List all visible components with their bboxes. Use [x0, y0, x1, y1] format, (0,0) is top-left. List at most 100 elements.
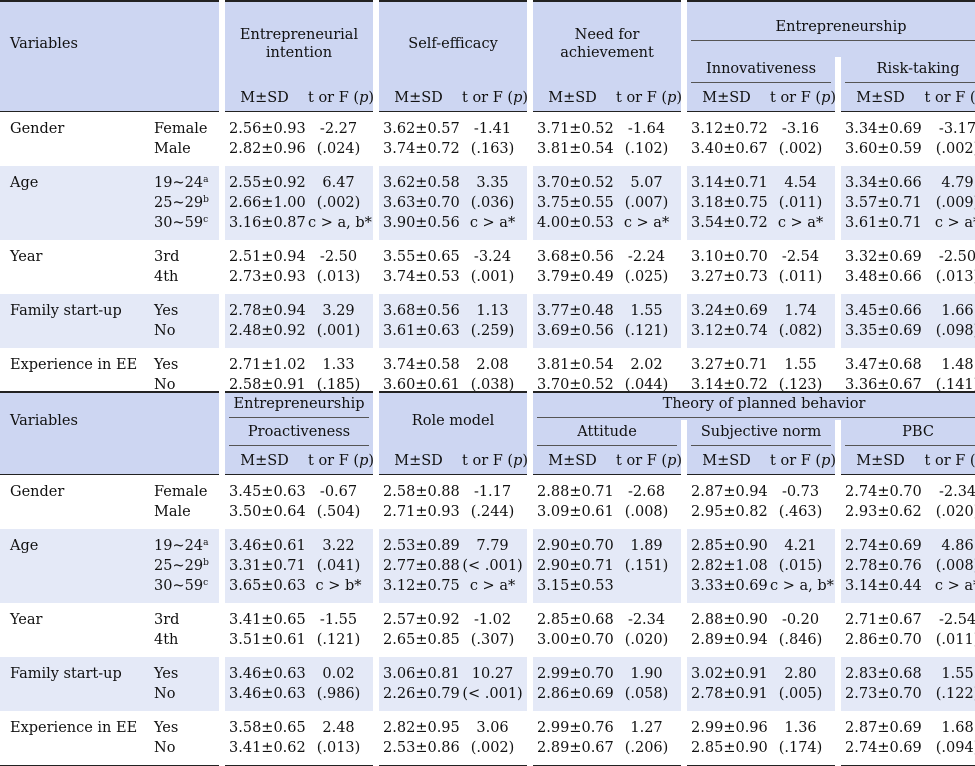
level-label: No — [154, 376, 176, 393]
cell-tf: -2.68 (.008) — [612, 474, 684, 529]
cell-line: 3.35±0.69 — [845, 322, 922, 339]
cell-line: 1.66 — [941, 302, 974, 319]
cell-line: (.121) — [624, 322, 669, 339]
cell-line: -2.54 — [938, 611, 975, 628]
cell-line: 6.47 — [322, 174, 355, 191]
cell-line: 3.60±0.61 — [383, 376, 460, 393]
row-variable: Year — [10, 248, 43, 265]
cell-line: 3.45±0.63 — [229, 483, 306, 500]
cell-line: c > a* — [623, 214, 670, 231]
cell-line: -1.17 — [473, 483, 512, 500]
cell-line: 1.36 — [784, 719, 817, 736]
cell-msd: 3.32±0.69 3.48±0.66 — [835, 239, 922, 294]
cell-line: -2.24 — [627, 248, 666, 265]
cell-tf: 0.02 (.986) — [304, 656, 377, 711]
cell-line: 3.81±0.54 — [537, 356, 614, 373]
cell-line: 3.54±0.72 — [691, 214, 768, 231]
cell-msd: 3.68±0.56 3.79±0.49 — [527, 239, 614, 294]
cell-msd: 2.85±0.68 3.00±0.70 — [527, 602, 614, 657]
cell-line: (< .001) — [462, 685, 523, 702]
level-label: No — [154, 322, 176, 339]
header-msd: M±SD — [219, 85, 305, 112]
cell-tf: -1.17 (.244) — [458, 474, 530, 529]
cell-line: -0.20 — [781, 611, 820, 628]
row-levels: 19~24a 25~29b 30~59c — [150, 528, 223, 603]
cell-tf: 7.79 (< .001) c > a* — [458, 528, 531, 603]
cell-line: 2.78±0.94 — [229, 302, 306, 319]
cell-line: 2.73±0.93 — [229, 268, 306, 285]
cell-line: 1.48 — [941, 356, 974, 373]
cell-msd: 2.78±0.94 2.48±0.92 — [219, 293, 306, 348]
cell-line: (.001) — [470, 268, 515, 285]
header-msd: M±SD — [681, 448, 767, 475]
cell-line: 2.73±0.70 — [845, 685, 922, 702]
cell-line: (.846) — [778, 631, 823, 648]
cell-line: c > b* — [315, 577, 362, 594]
cell-line: 2.86±0.69 — [537, 685, 614, 702]
cell-line: (.009) — [935, 194, 975, 211]
cell-msd: 3.58±0.65 3.41±0.62 — [219, 710, 306, 766]
cell-line: (.036) — [470, 194, 515, 211]
cell-line: 3.70±0.52 — [537, 174, 614, 191]
level-label: 3rd — [154, 611, 180, 628]
cell-tf: -2.50 (.013) — [920, 240, 975, 294]
cell-line: 2.08 — [476, 356, 509, 373]
cell-line: 2.74±0.70 — [845, 483, 922, 500]
cell-msd: 3.10±0.70 3.27±0.73 — [681, 239, 768, 294]
cell-line: 2.80 — [784, 665, 817, 682]
cell-line: 2.82±0.96 — [229, 140, 306, 157]
cell-msd: 2.57±0.92 2.65±0.85 — [373, 602, 460, 657]
cell-line: (.259) — [470, 322, 515, 339]
header-label: Entrepreneurial intention — [239, 26, 359, 61]
cell-line: 3.06±0.81 — [383, 665, 460, 682]
cell-line: 3.36±0.67 — [845, 376, 922, 393]
cell-line: 3.14±0.72 — [691, 376, 768, 393]
cell-line: 10.27 — [471, 665, 514, 682]
level-label: 30~59c — [154, 214, 209, 231]
cell-line: (.011) — [935, 631, 975, 648]
cell-line: 3.00±0.70 — [537, 631, 614, 648]
cell-tf: -2.24 (.025) — [612, 240, 684, 294]
cell-line: (.044) — [624, 376, 669, 393]
table-row: Gender Female Male 2.56±0.93 2.82±0.96 -2.27 (… — [0, 111, 975, 166]
header-msd: M±SD — [373, 85, 459, 112]
header-msd: M±SD — [835, 85, 921, 112]
level-superscript: b — [203, 557, 209, 568]
cell-line: 3.41±0.65 — [229, 611, 306, 628]
level-label: Male — [154, 140, 191, 157]
cell-line: (.002) — [316, 194, 361, 211]
cell-line: 2.85±0.90 — [691, 537, 768, 554]
header-label: Risk-taking — [845, 60, 975, 83]
cell-line: 3.58±0.65 — [229, 719, 306, 736]
level-superscript: c — [203, 577, 209, 588]
header-tf: t or F (p) — [920, 448, 975, 475]
cell-tf: 1.36 (.174) — [766, 710, 839, 766]
cell-msd: 2.88±0.90 2.89±0.94 — [681, 602, 768, 657]
cell-line: 4.00±0.53 — [537, 214, 614, 231]
cell-line: c > a* — [469, 214, 516, 231]
cell-line: 2.82±1.08 — [691, 557, 768, 574]
header-subjective-norm: Subjective norm — [681, 420, 839, 448]
cell-line: -0.73 — [781, 483, 820, 500]
cell-line: (.986) — [316, 685, 361, 702]
cell-line: 3.74±0.53 — [383, 268, 460, 285]
header-label: PBC — [845, 423, 975, 446]
cell-tf: -3.17 (.002) — [920, 111, 975, 166]
cell-tf: -1.64 (.102) — [612, 111, 684, 166]
cell-line: 3.10±0.70 — [691, 248, 768, 265]
cell-line: 2.48±0.92 — [229, 322, 306, 339]
cell-line: (.307) — [470, 631, 515, 648]
table-1: Variables Entrepreneurial intention Self… — [0, 0, 975, 403]
cell-line: 2.83±0.68 — [845, 665, 922, 682]
cell-line: 3.27±0.73 — [691, 268, 768, 285]
header-blank — [0, 85, 223, 112]
level-superscript: a — [203, 174, 209, 185]
cell-tf: -1.02 (.307) — [458, 603, 530, 657]
cell-line: (.011) — [778, 268, 823, 285]
cell-tf: -1.55 (.121) — [304, 603, 376, 657]
cell-line: 2.77±0.88 — [383, 557, 460, 574]
cell-msd: 3.34±0.66 3.57±0.71 3.61±0.71 — [835, 165, 922, 240]
cell-line: -1.41 — [473, 120, 512, 137]
level-superscript: a — [203, 537, 209, 548]
cell-line: 2.57±0.92 — [383, 611, 460, 628]
